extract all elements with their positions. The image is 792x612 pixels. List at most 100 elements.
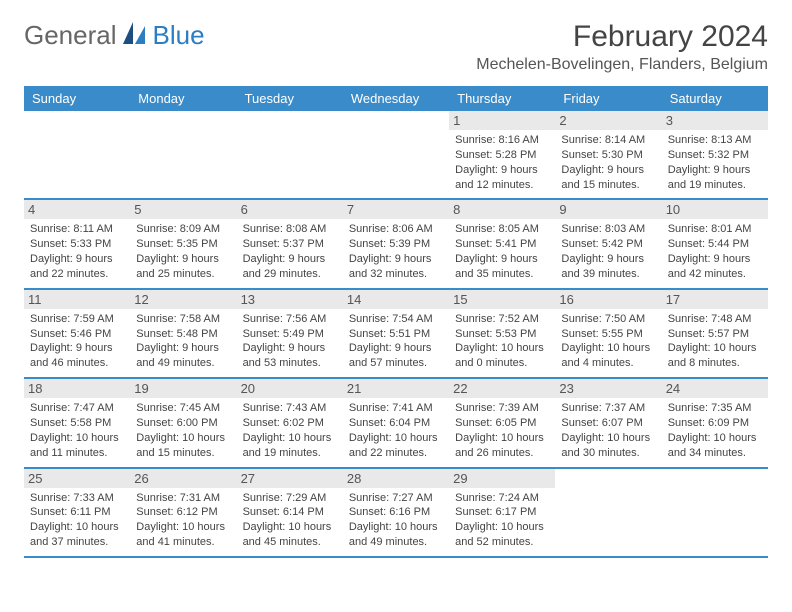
daylight2-text: and 49 minutes.	[136, 356, 230, 371]
sunset-text: Sunset: 5:39 PM	[349, 237, 443, 252]
daylight1-text: Daylight: 9 hours	[455, 252, 549, 267]
daylight1-text: Daylight: 10 hours	[136, 520, 230, 535]
day-cell: 28Sunrise: 7:27 AMSunset: 6:16 PMDayligh…	[343, 469, 449, 556]
sunrise-text: Sunrise: 7:27 AM	[349, 491, 443, 506]
weekday-label: Friday	[555, 86, 661, 111]
daylight2-text: and 52 minutes.	[455, 535, 549, 550]
sunset-text: Sunset: 6:05 PM	[455, 416, 549, 431]
weekday-label: Wednesday	[343, 86, 449, 111]
day-cell: 27Sunrise: 7:29 AMSunset: 6:14 PMDayligh…	[237, 469, 343, 556]
logo-text-blue: Blue	[153, 20, 205, 51]
sunset-text: Sunset: 6:16 PM	[349, 505, 443, 520]
day-cell: 21Sunrise: 7:41 AMSunset: 6:04 PMDayligh…	[343, 379, 449, 466]
day-cell	[24, 111, 130, 198]
daylight2-text: and 22 minutes.	[349, 446, 443, 461]
day-number: 18	[24, 379, 130, 398]
day-cell: 24Sunrise: 7:35 AMSunset: 6:09 PMDayligh…	[662, 379, 768, 466]
daylight2-text: and 26 minutes.	[455, 446, 549, 461]
title-area: February 2024 Mechelen-Bovelingen, Fland…	[476, 20, 768, 74]
day-cell: 2Sunrise: 8:14 AMSunset: 5:30 PMDaylight…	[555, 111, 661, 198]
day-cell: 23Sunrise: 7:37 AMSunset: 6:07 PMDayligh…	[555, 379, 661, 466]
daylight2-text: and 29 minutes.	[243, 267, 337, 282]
daylight1-text: Daylight: 9 hours	[136, 252, 230, 267]
day-number: 13	[237, 290, 343, 309]
sunrise-text: Sunrise: 7:50 AM	[561, 312, 655, 327]
sunset-text: Sunset: 5:44 PM	[668, 237, 762, 252]
day-number: 15	[449, 290, 555, 309]
sunrise-text: Sunrise: 8:11 AM	[30, 222, 124, 237]
day-number: 17	[662, 290, 768, 309]
daylight1-text: Daylight: 9 hours	[30, 341, 124, 356]
daylight2-text: and 25 minutes.	[136, 267, 230, 282]
sunrise-text: Sunrise: 7:43 AM	[243, 401, 337, 416]
day-number: 21	[343, 379, 449, 398]
location-subtitle: Mechelen-Bovelingen, Flanders, Belgium	[476, 56, 768, 74]
sunrise-text: Sunrise: 7:35 AM	[668, 401, 762, 416]
day-number: 23	[555, 379, 661, 398]
sunset-text: Sunset: 6:02 PM	[243, 416, 337, 431]
daylight1-text: Daylight: 9 hours	[243, 341, 337, 356]
day-number: 6	[237, 200, 343, 219]
sunrise-text: Sunrise: 8:14 AM	[561, 133, 655, 148]
daylight2-text: and 45 minutes.	[243, 535, 337, 550]
week-row: 4Sunrise: 8:11 AMSunset: 5:33 PMDaylight…	[24, 200, 768, 289]
daylight2-text: and 41 minutes.	[136, 535, 230, 550]
sunrise-text: Sunrise: 7:45 AM	[136, 401, 230, 416]
sunrise-text: Sunrise: 7:31 AM	[136, 491, 230, 506]
sunrise-text: Sunrise: 8:05 AM	[455, 222, 549, 237]
daylight2-text: and 53 minutes.	[243, 356, 337, 371]
daylight2-text: and 34 minutes.	[668, 446, 762, 461]
header: General Blue February 2024 Mechelen-Bove…	[24, 20, 768, 74]
sunset-text: Sunset: 6:12 PM	[136, 505, 230, 520]
sunrise-text: Sunrise: 8:03 AM	[561, 222, 655, 237]
day-cell: 16Sunrise: 7:50 AMSunset: 5:55 PMDayligh…	[555, 290, 661, 377]
daylight2-text: and 42 minutes.	[668, 267, 762, 282]
sunrise-text: Sunrise: 7:41 AM	[349, 401, 443, 416]
daylight2-text: and 19 minutes.	[243, 446, 337, 461]
sunrise-text: Sunrise: 7:56 AM	[243, 312, 337, 327]
daylight2-text: and 49 minutes.	[349, 535, 443, 550]
sunrise-text: Sunrise: 7:59 AM	[30, 312, 124, 327]
weekday-label: Sunday	[24, 86, 130, 111]
sunset-text: Sunset: 5:35 PM	[136, 237, 230, 252]
sunrise-text: Sunrise: 8:01 AM	[668, 222, 762, 237]
day-number: 29	[449, 469, 555, 488]
sunset-text: Sunset: 5:53 PM	[455, 327, 549, 342]
sunrise-text: Sunrise: 7:37 AM	[561, 401, 655, 416]
day-cell: 6Sunrise: 8:08 AMSunset: 5:37 PMDaylight…	[237, 200, 343, 287]
day-number: 20	[237, 379, 343, 398]
daylight2-text: and 46 minutes.	[30, 356, 124, 371]
daylight1-text: Daylight: 10 hours	[561, 431, 655, 446]
daylight1-text: Daylight: 10 hours	[243, 431, 337, 446]
sunrise-text: Sunrise: 7:24 AM	[455, 491, 549, 506]
daylight2-text: and 57 minutes.	[349, 356, 443, 371]
daylight2-text: and 15 minutes.	[136, 446, 230, 461]
weekday-header: Sunday Monday Tuesday Wednesday Thursday…	[24, 86, 768, 111]
calendar-grid: 1Sunrise: 8:16 AMSunset: 5:28 PMDaylight…	[24, 111, 768, 558]
sunset-text: Sunset: 5:46 PM	[30, 327, 124, 342]
daylight1-text: Daylight: 10 hours	[455, 520, 549, 535]
day-cell	[662, 469, 768, 556]
daylight2-text: and 35 minutes.	[455, 267, 549, 282]
daylight1-text: Daylight: 10 hours	[455, 431, 549, 446]
day-cell	[130, 111, 236, 198]
daylight1-text: Daylight: 10 hours	[30, 431, 124, 446]
day-cell: 17Sunrise: 7:48 AMSunset: 5:57 PMDayligh…	[662, 290, 768, 377]
sunset-text: Sunset: 6:00 PM	[136, 416, 230, 431]
daylight1-text: Daylight: 10 hours	[349, 520, 443, 535]
sunrise-text: Sunrise: 8:08 AM	[243, 222, 337, 237]
sunset-text: Sunset: 5:32 PM	[668, 148, 762, 163]
daylight2-text: and 39 minutes.	[561, 267, 655, 282]
day-cell: 13Sunrise: 7:56 AMSunset: 5:49 PMDayligh…	[237, 290, 343, 377]
day-number: 16	[555, 290, 661, 309]
sunrise-text: Sunrise: 8:09 AM	[136, 222, 230, 237]
month-title: February 2024	[476, 20, 768, 54]
sunrise-text: Sunrise: 7:29 AM	[243, 491, 337, 506]
day-cell: 4Sunrise: 8:11 AMSunset: 5:33 PMDaylight…	[24, 200, 130, 287]
daylight2-text: and 32 minutes.	[349, 267, 443, 282]
day-cell	[343, 111, 449, 198]
sunset-text: Sunset: 5:28 PM	[455, 148, 549, 163]
daylight2-text: and 4 minutes.	[561, 356, 655, 371]
day-number: 12	[130, 290, 236, 309]
sunset-text: Sunset: 6:17 PM	[455, 505, 549, 520]
